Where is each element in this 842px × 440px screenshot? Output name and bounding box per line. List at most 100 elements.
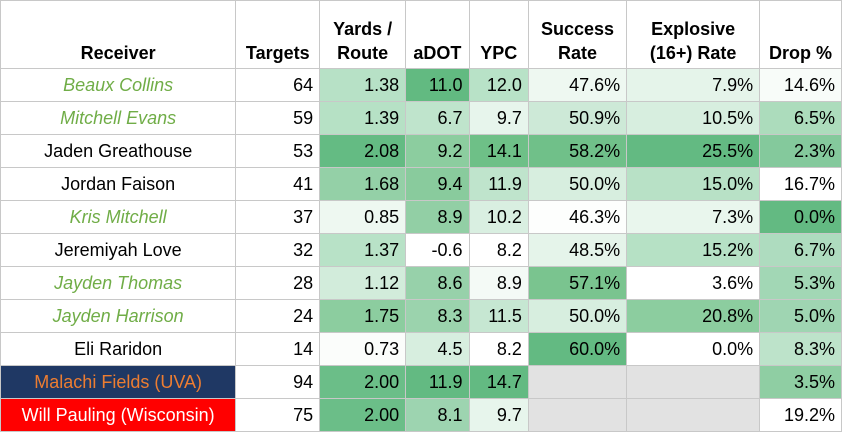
- table-body: Beaux Collins 64 1.38 11.0 12.0 47.6% 7.9% 14.6…: [0, 68, 842, 432]
- cell-success-rate: [527, 398, 628, 432]
- cell-ypc: 11.5: [468, 299, 529, 333]
- header-success-rate: Success Rate: [527, 0, 628, 69]
- cell-drop-pct: 5.0%: [759, 299, 842, 333]
- cell-receiver: Jordan Faison: [0, 167, 237, 201]
- cell-drop-pct: 0.0%: [759, 200, 842, 234]
- cell-ypc: 11.9: [468, 167, 529, 201]
- header-receiver: Receiver: [0, 0, 237, 69]
- cell-success-rate: 48.5%: [527, 233, 628, 267]
- cell-drop-pct: 6.7%: [759, 233, 842, 267]
- cell-yards-route: 0.73: [319, 332, 407, 366]
- cell-drop-pct: 19.2%: [759, 398, 842, 432]
- cell-success-rate: [527, 365, 628, 399]
- cell-adot: 11.9: [405, 365, 470, 399]
- cell-yards-route: 1.39: [319, 101, 407, 135]
- cell-targets: 28: [235, 266, 321, 300]
- cell-adot: 8.1: [405, 398, 470, 432]
- cell-receiver: Jaden Greathouse: [0, 134, 237, 168]
- cell-explosive-rate: 7.3%: [626, 200, 761, 234]
- cell-yards-route: 1.68: [319, 167, 407, 201]
- header-adot: aDOT: [405, 0, 470, 69]
- cell-yards-route: 0.85: [319, 200, 407, 234]
- cell-yards-route: 2.00: [319, 365, 407, 399]
- cell-success-rate: 46.3%: [527, 200, 628, 234]
- table-row: Jayden Harrison 24 1.75 8.3 11.5 50.0% 20.8% 5.…: [0, 299, 842, 333]
- cell-adot: 8.9: [405, 200, 470, 234]
- cell-receiver: Jayden Thomas: [0, 266, 237, 300]
- cell-explosive-rate: [626, 365, 761, 399]
- header-explosive-rate: Explosive (16+) Rate: [626, 0, 761, 69]
- cell-explosive-rate: 15.2%: [626, 233, 761, 267]
- table-row: Mitchell Evans 59 1.39 6.7 9.7 50.9% 10.5% 6.5%: [0, 101, 842, 135]
- cell-drop-pct: 3.5%: [759, 365, 842, 399]
- cell-adot: 11.0: [405, 68, 470, 102]
- table-row: Will Pauling (Wisconsin) 75 2.00 8.1 9.7 19.2…: [0, 398, 842, 432]
- table-row: Eli Raridon 14 0.73 4.5 8.2 60.0% 0.0% 8.3%: [0, 332, 842, 366]
- cell-success-rate: 50.0%: [527, 299, 628, 333]
- cell-receiver: Malachi Fields (UVA): [0, 365, 237, 399]
- cell-drop-pct: 5.3%: [759, 266, 842, 300]
- table-row: Kris Mitchell 37 0.85 8.9 10.2 46.3% 7.3% 0.0%: [0, 200, 842, 234]
- cell-receiver: Beaux Collins: [0, 68, 237, 102]
- cell-targets: 75: [235, 398, 321, 432]
- cell-explosive-rate: 0.0%: [626, 332, 761, 366]
- cell-ypc: 8.2: [468, 332, 529, 366]
- cell-targets: 37: [235, 200, 321, 234]
- cell-explosive-rate: [626, 398, 761, 432]
- cell-targets: 41: [235, 167, 321, 201]
- cell-receiver: Jayden Harrison: [0, 299, 237, 333]
- header-ypc: YPC: [468, 0, 529, 69]
- cell-yards-route: 1.38: [319, 68, 407, 102]
- header-targets: Targets: [235, 0, 321, 69]
- cell-explosive-rate: 10.5%: [626, 101, 761, 135]
- cell-adot: -0.6: [405, 233, 470, 267]
- cell-yards-route: 1.37: [319, 233, 407, 267]
- cell-targets: 24: [235, 299, 321, 333]
- cell-explosive-rate: 3.6%: [626, 266, 761, 300]
- cell-yards-route: 2.00: [319, 398, 407, 432]
- cell-adot: 4.5: [405, 332, 470, 366]
- cell-ypc: 8.9: [468, 266, 529, 300]
- table-row: Malachi Fields (UVA) 94 2.00 11.9 14.7 3.5%: [0, 365, 842, 399]
- table-row: Jaden Greathouse 53 2.08 9.2 14.1 58.2% 25.5% 2…: [0, 134, 842, 168]
- cell-drop-pct: 8.3%: [759, 332, 842, 366]
- cell-adot: 8.3: [405, 299, 470, 333]
- cell-ypc: 9.7: [468, 101, 529, 135]
- cell-explosive-rate: 15.0%: [626, 167, 761, 201]
- cell-success-rate: 57.1%: [527, 266, 628, 300]
- cell-drop-pct: 6.5%: [759, 101, 842, 135]
- cell-success-rate: 47.6%: [527, 68, 628, 102]
- cell-success-rate: 50.9%: [527, 101, 628, 135]
- cell-targets: 59: [235, 101, 321, 135]
- cell-targets: 53: [235, 134, 321, 168]
- cell-yards-route: 1.75: [319, 299, 407, 333]
- cell-targets: 14: [235, 332, 321, 366]
- cell-explosive-rate: 25.5%: [626, 134, 761, 168]
- table-row: Jeremiyah Love 32 1.37 -0.6 8.2 48.5% 15.2% 6.7…: [0, 233, 842, 267]
- cell-yards-route: 2.08: [319, 134, 407, 168]
- header-drop-pct: Drop %: [759, 0, 842, 69]
- header-row: Receiver Targets Yards / Route aDOT YPC …: [0, 0, 842, 69]
- cell-drop-pct: 2.3%: [759, 134, 842, 168]
- cell-targets: 94: [235, 365, 321, 399]
- cell-explosive-rate: 20.8%: [626, 299, 761, 333]
- cell-success-rate: 60.0%: [527, 332, 628, 366]
- cell-targets: 64: [235, 68, 321, 102]
- cell-adot: 8.6: [405, 266, 470, 300]
- cell-receiver: Jeremiyah Love: [0, 233, 237, 267]
- cell-adot: 6.7: [405, 101, 470, 135]
- table-row: Jayden Thomas 28 1.12 8.6 8.9 57.1% 3.6% 5.3%: [0, 266, 842, 300]
- header-yards-route: Yards / Route: [319, 0, 407, 69]
- cell-adot: 9.2: [405, 134, 470, 168]
- cell-ypc: 14.1: [468, 134, 529, 168]
- cell-success-rate: 50.0%: [527, 167, 628, 201]
- cell-success-rate: 58.2%: [527, 134, 628, 168]
- cell-receiver: Kris Mitchell: [0, 200, 237, 234]
- cell-receiver: Will Pauling (Wisconsin): [0, 398, 237, 432]
- table-row: Jordan Faison 41 1.68 9.4 11.9 50.0% 15.0% 16.7…: [0, 167, 842, 201]
- cell-receiver: Eli Raridon: [0, 332, 237, 366]
- cell-ypc: 9.7: [468, 398, 529, 432]
- cell-drop-pct: 14.6%: [759, 68, 842, 102]
- cell-adot: 9.4: [405, 167, 470, 201]
